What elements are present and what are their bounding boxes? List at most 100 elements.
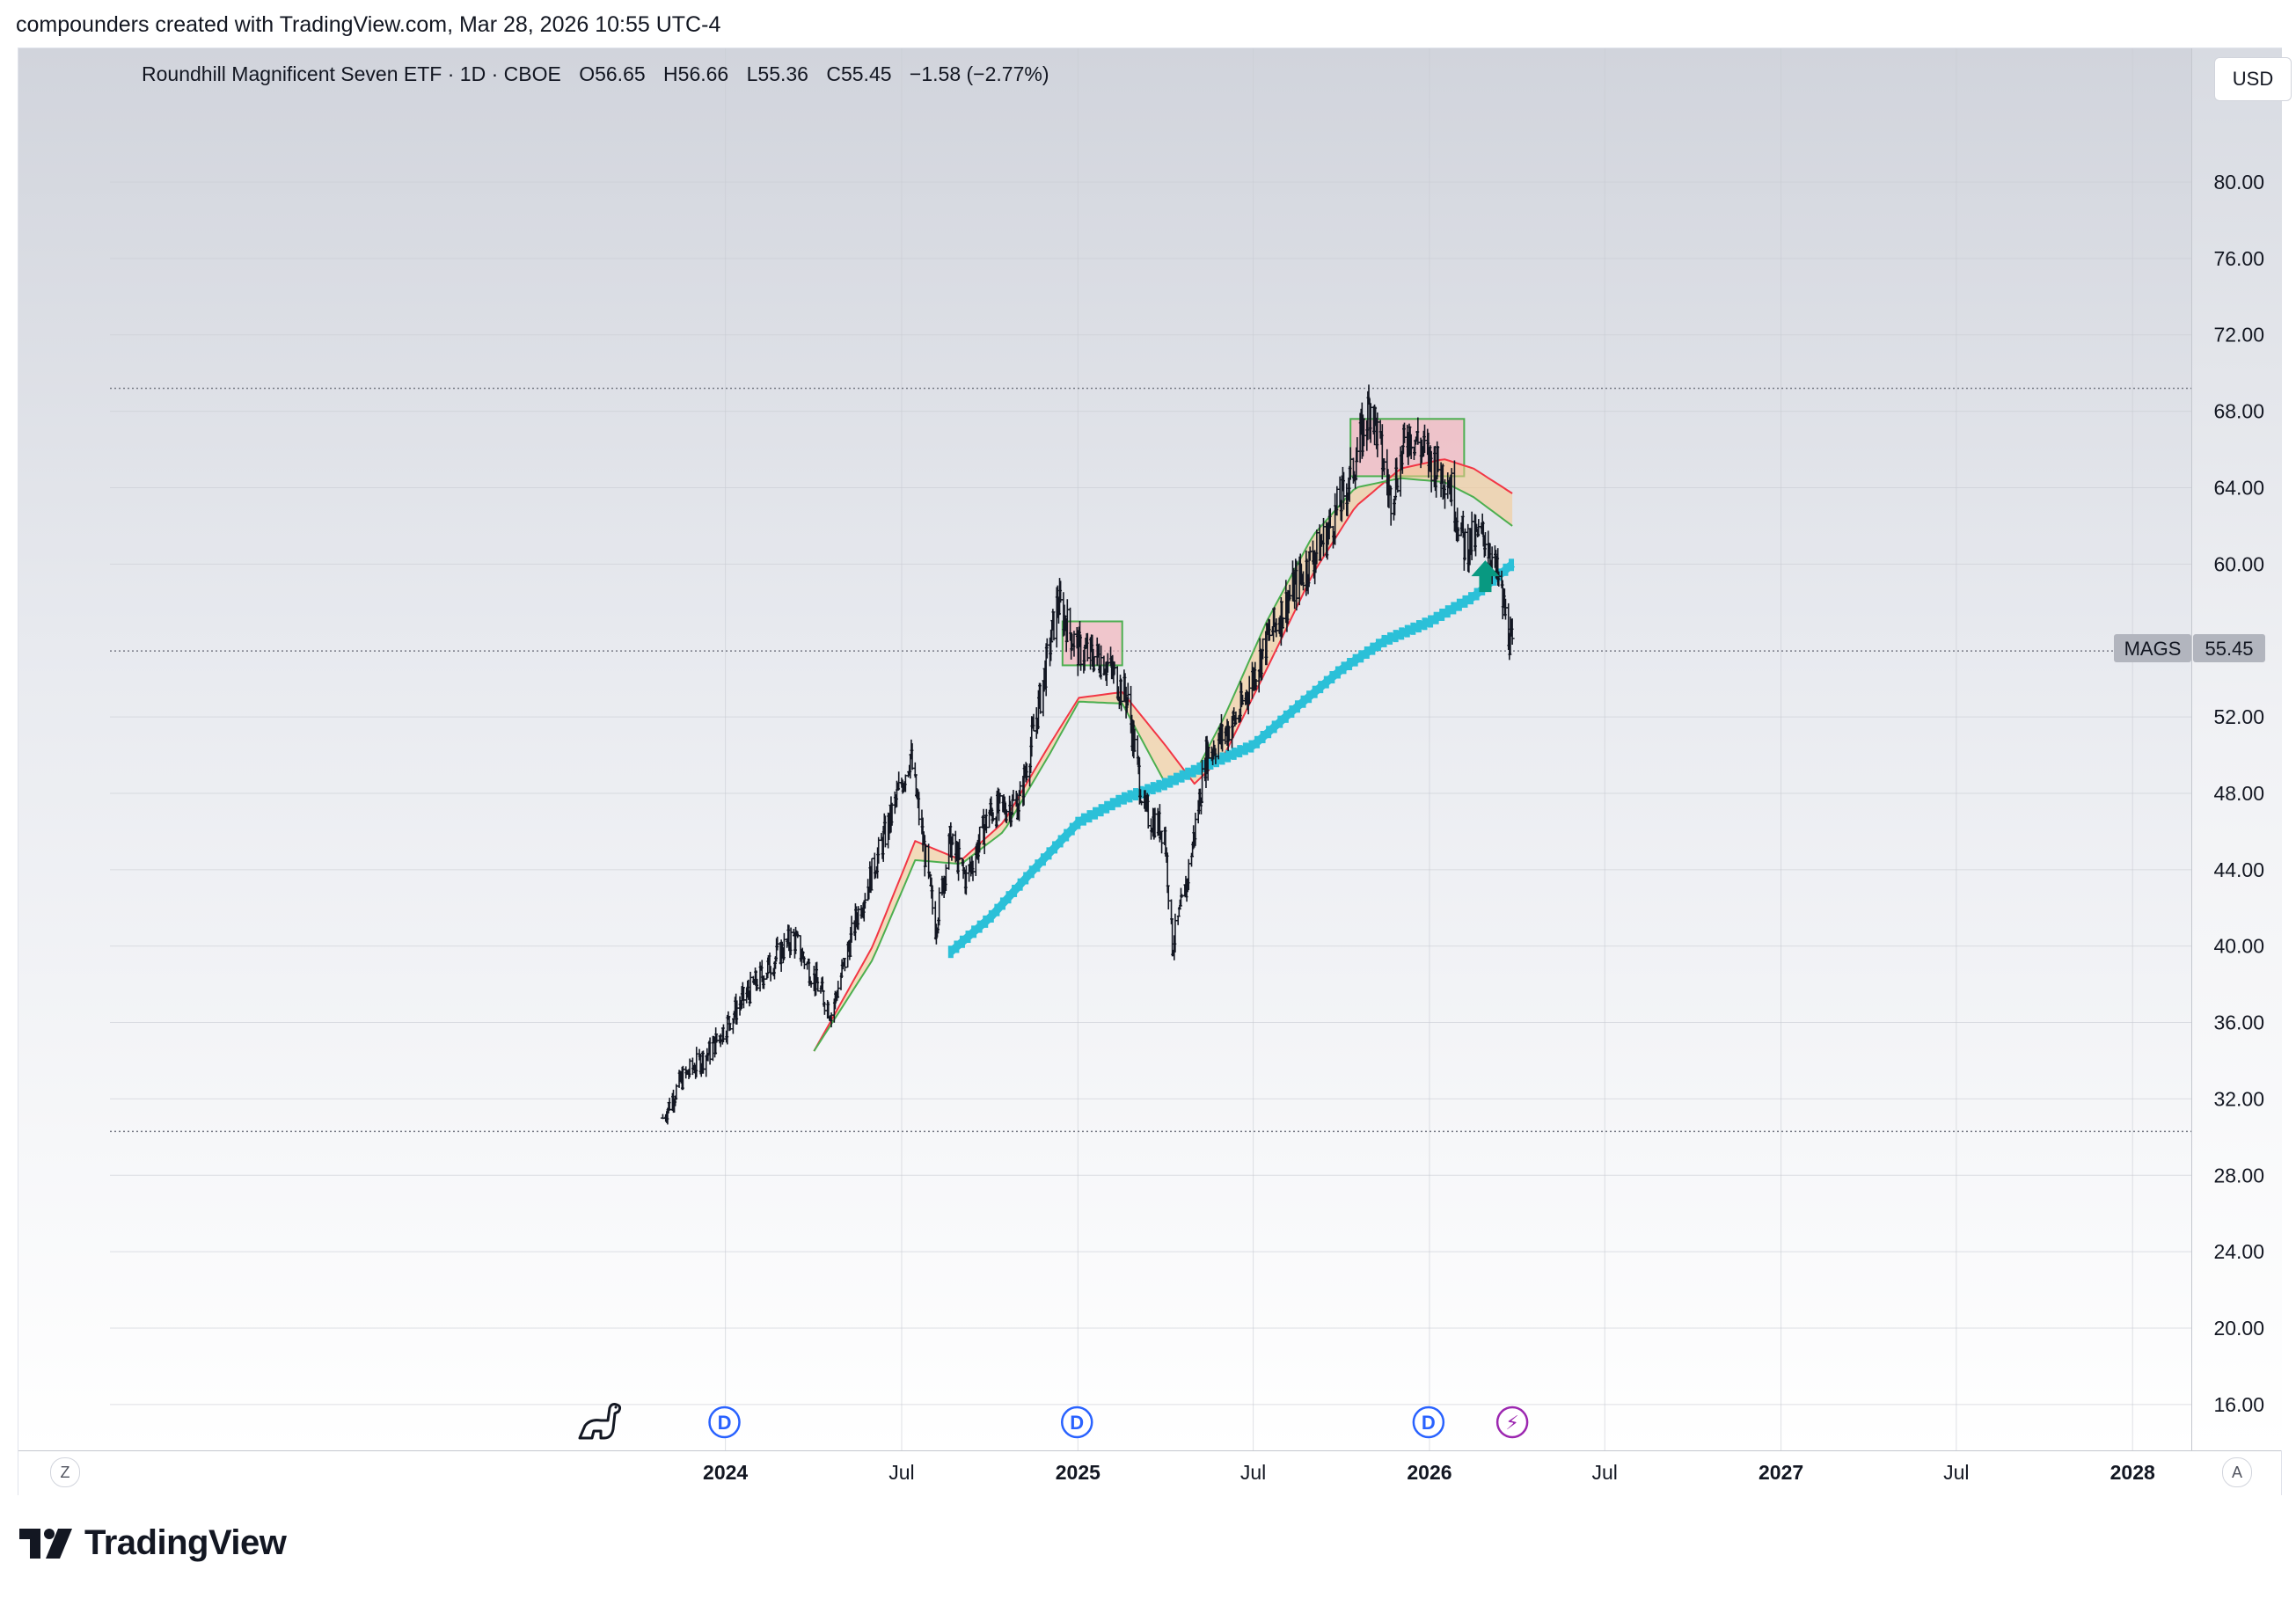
price-tick-label: 44.00 [2213, 858, 2264, 881]
long-ma-tick [1444, 605, 1451, 618]
long-ma-tick [976, 920, 983, 933]
event-markers: D D D ⚡ [708, 560, 1529, 1439]
legend-change: −1.58 (−2.77%) [909, 62, 1049, 85]
last-price-value-box [2193, 634, 2265, 662]
long-ma-tick [1387, 632, 1393, 645]
dividend-icon [708, 1406, 741, 1439]
long-ma-tick [1428, 615, 1434, 628]
horizontal-price-levels [110, 387, 2191, 1133]
long-ma-tick [1052, 841, 1058, 854]
long-ma-tick [1439, 608, 1445, 621]
price-tick-label: 80.00 [2213, 171, 2264, 193]
grid-lines [110, 48, 2191, 1450]
long-ma-tick [1393, 630, 1399, 643]
long-ma-tick [1509, 559, 1515, 572]
last-price-tag: MAGS 55.45 [2114, 634, 2265, 662]
price-tick-label: 60.00 [2213, 552, 2264, 575]
time-tick-label: Jul [888, 1461, 914, 1484]
dividend-label: D [1070, 1412, 1084, 1434]
ema-cloud [814, 459, 1513, 1052]
tradingview-logo[interactable]: TradingView [19, 1523, 287, 1563]
long-ma-tick [1375, 639, 1381, 652]
long-ma-tick [1358, 650, 1364, 663]
long-ma-tick [1150, 782, 1156, 795]
currency-button[interactable]: USD [2214, 57, 2292, 101]
price-tick-label: 72.00 [2213, 324, 2264, 347]
time-tick-label: Jul [1592, 1461, 1618, 1484]
dividend-icon [1412, 1406, 1445, 1439]
price-scale[interactable] [2191, 48, 2282, 1450]
tradingview-logo-icon [19, 1528, 72, 1559]
long-ma-tick [1213, 755, 1219, 768]
long-ma-tick [1040, 853, 1046, 866]
long-ma-tick [1104, 800, 1110, 814]
long-ma-tick [1231, 747, 1237, 760]
left-margin [18, 48, 111, 1450]
legend-high: H56.66 [663, 62, 729, 85]
long-ma-tick [1057, 835, 1064, 848]
long-ma-tick [1496, 568, 1503, 581]
long-ma-tick [1271, 720, 1277, 734]
price-tick-label: 52.00 [2213, 705, 2264, 728]
long-ma-tick [1219, 752, 1225, 765]
long-ma-tick [1028, 865, 1035, 879]
dividend-label: D [718, 1412, 732, 1434]
long-ma-tick [1075, 816, 1081, 829]
long-ma-tick [1080, 813, 1086, 826]
long-ma-tick [1462, 595, 1468, 608]
long-ma-tick [1127, 790, 1133, 803]
long-ma-tick [1242, 742, 1248, 756]
long-ma-tick [1289, 705, 1295, 719]
long-ma-tick [1161, 778, 1167, 791]
long-ma-tick [1329, 671, 1335, 684]
time-tick-label: 2028 [2110, 1461, 2155, 1484]
last-price-symbol: MAGS [2124, 638, 2182, 660]
chart-frame: D D D ⚡ 80.00 76.00 72.00 68.00 64.00 60.00 52.00… [18, 47, 2292, 1495]
long-ma-tick [1503, 563, 1509, 576]
long-ma-tick [1422, 617, 1428, 631]
time-scale[interactable] [18, 1450, 2281, 1495]
time-tick-label: 2024 [703, 1461, 748, 1484]
arrow-up-icon [1471, 560, 1500, 593]
long-ma-tick [1035, 859, 1041, 873]
long-ma-tick [1341, 661, 1347, 675]
auto-scale-button[interactable]: A [2222, 1457, 2252, 1487]
long-ma-tick [1133, 788, 1139, 801]
long-ma-tick [1294, 700, 1300, 713]
long-ma-tick [971, 925, 977, 938]
symbol-legend[interactable]: Roundhill Magnificent Seven ETF · 1D · C… [142, 62, 1061, 86]
price-tick-label: 24.00 [2213, 1240, 2264, 1263]
long-ma-tick [1364, 646, 1370, 659]
price-chart[interactable]: D D D ⚡ 80.00 76.00 72.00 68.00 64.00 60.00 52.00… [18, 48, 2281, 1494]
long-ma-tick [965, 931, 971, 944]
long-ma-tick [1023, 872, 1029, 885]
long-ma-tick [1248, 740, 1254, 753]
long-ma-tick [1312, 685, 1318, 698]
long-ma-tick [1323, 675, 1329, 689]
long-ma-tick [1138, 785, 1144, 799]
long-ma-tick [1306, 690, 1313, 704]
symbol-name[interactable]: Roundhill Magnificent Seven ETF · 1D · C… [142, 62, 561, 85]
chart-caption: compounders created with TradingView.com… [16, 12, 721, 37]
long-ma-tick [1179, 770, 1185, 783]
zoom-button[interactable]: Z [50, 1457, 80, 1487]
price-scale-labels: 80.00 76.00 72.00 68.00 64.00 60.00 52.00 48.00… [2213, 171, 2264, 1416]
long-ma-tick [1190, 764, 1196, 778]
long-ma-tick [1185, 767, 1191, 780]
long-ma-tick [1456, 598, 1462, 611]
long-ma-tick [994, 903, 1000, 916]
legend-low: L55.36 [746, 62, 808, 85]
long-ma-tick [954, 940, 960, 953]
long-ma-tick [1208, 756, 1214, 770]
long-ma-tick [1005, 891, 1012, 904]
price-tick-label: 48.00 [2213, 782, 2264, 805]
time-tick-label: 2027 [1759, 1461, 1803, 1484]
last-price-value: 55.45 [2205, 638, 2253, 660]
long-ma-tick [1237, 745, 1243, 758]
long-ma-tick [1098, 804, 1104, 817]
long-ma-tick [1012, 884, 1018, 897]
time-tick-label: Jul [1240, 1461, 1266, 1484]
long-ma-tick [988, 909, 994, 923]
long-ma-tick [1283, 710, 1289, 723]
long-ma-tick [1491, 573, 1497, 586]
